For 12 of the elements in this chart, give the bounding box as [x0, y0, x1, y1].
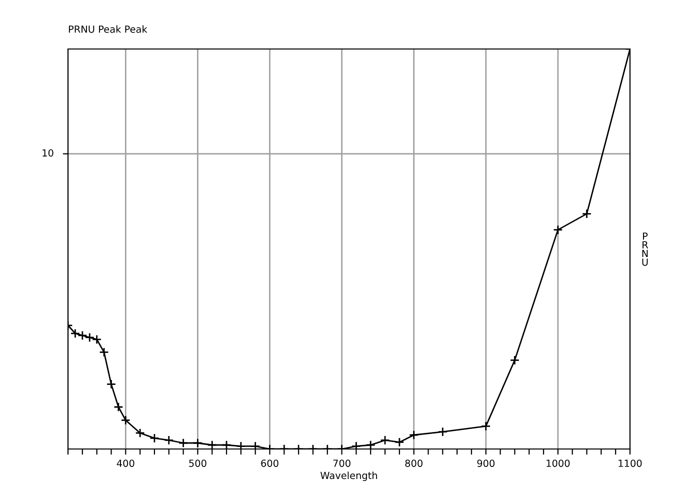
x-tick-label: 900 — [477, 460, 495, 467]
y-axis-title: PRNU — [642, 232, 648, 266]
x-tick-label: 1100 — [618, 460, 642, 467]
x-tick-label: 400 — [116, 460, 134, 467]
chart-title: PRNU Peak Peak — [68, 25, 148, 33]
x-tick-label: 600 — [261, 460, 278, 467]
x-tick-label: 800 — [405, 460, 422, 467]
x-axis-title: Wavelength — [320, 472, 378, 482]
x-tick-label: 1000 — [546, 460, 570, 467]
x-tick-label: 700 — [333, 460, 350, 467]
text: 10 — [42, 149, 54, 157]
x-tick-label: 500 — [189, 460, 206, 467]
